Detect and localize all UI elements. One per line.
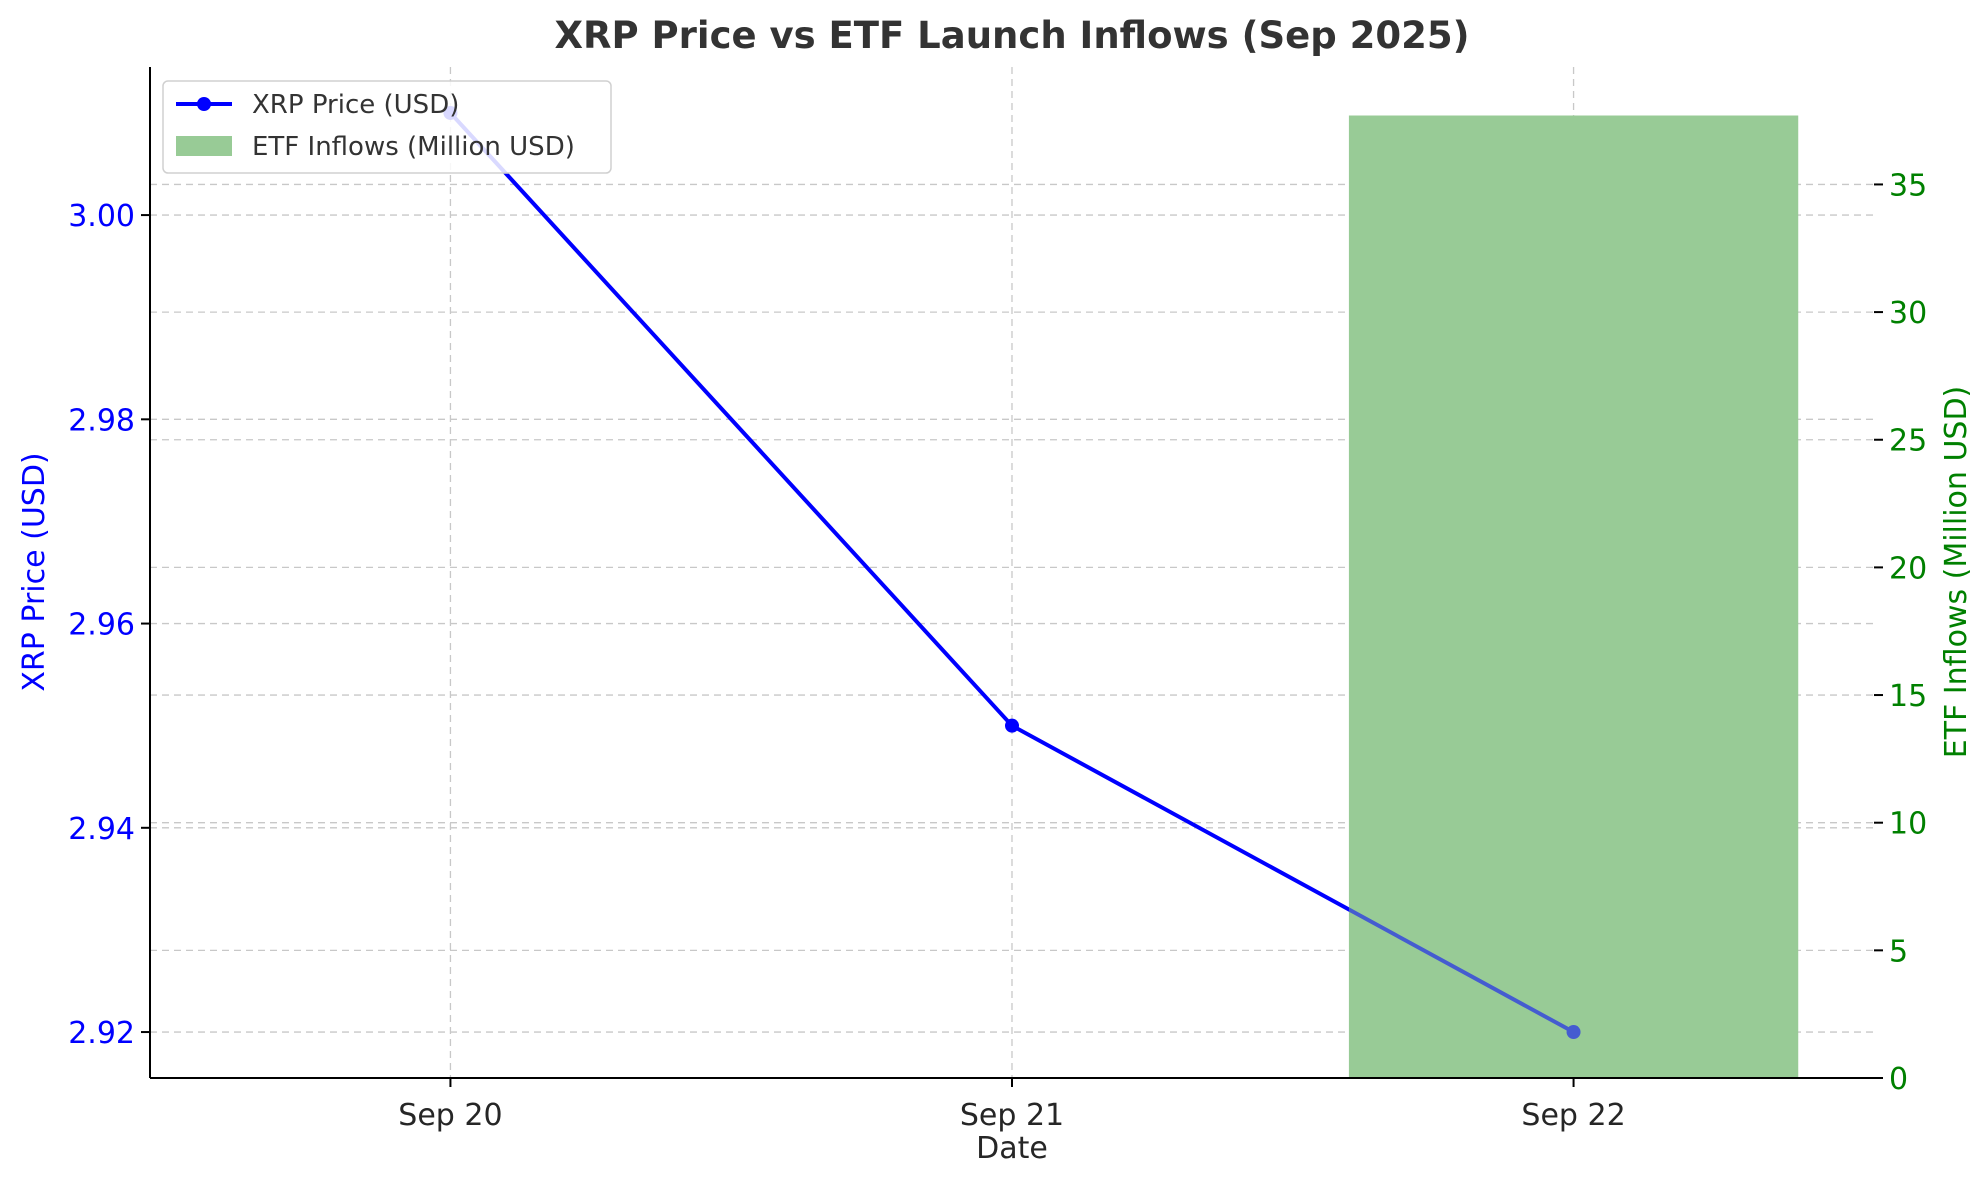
- left-y-ticks: 2.92 2.94 2.96 2.98 3.00: [68, 199, 150, 1051]
- right-y-ticks: 0 5 10 15 20 25 30 35: [1874, 168, 1927, 1097]
- inflow-bar-2: [1348, 115, 1799, 1079]
- legend: XRP Price (USD) ETF Inflows (Million USD…: [162, 80, 612, 174]
- right-tick-label-4: 20: [1889, 551, 1927, 586]
- x-tick-label-2: Sep 22: [1521, 1098, 1625, 1133]
- legend-line-marker: [197, 97, 211, 111]
- right-tick-label-5: 25: [1889, 424, 1927, 459]
- price-point-2: [1566, 1025, 1581, 1040]
- right-tick-label-0: 0: [1889, 1062, 1908, 1097]
- right-tick-label-7: 35: [1889, 168, 1927, 203]
- left-tick-label-1: 2.94: [68, 812, 135, 847]
- right-tick-label-2: 10: [1889, 807, 1927, 842]
- right-tick-label-1: 5: [1889, 934, 1908, 969]
- price-point-1: [1005, 718, 1019, 733]
- right-tick-label-6: 30: [1889, 296, 1927, 331]
- x-ticks: Sep 20 Sep 21 Sep 22: [398, 1078, 1626, 1133]
- inflow-bar-overlay-2: [1348, 115, 1799, 1079]
- legend-box: [162, 80, 612, 174]
- left-tick-label-2: 2.96: [68, 608, 135, 643]
- legend-bar-swatch: [176, 136, 232, 156]
- left-tick-label-3: 2.98: [68, 403, 135, 438]
- bars-layer: [1348, 115, 1799, 1079]
- legend-label-inflows: ETF Inflows (Million USD): [252, 132, 575, 162]
- left-tick-label-0: 2.92: [68, 1016, 135, 1051]
- right-y-axis-label: ETF Inflows (Million USD): [1939, 386, 1974, 759]
- left-tick-label-4: 3.00: [68, 199, 135, 234]
- left-y-axis-label: XRP Price (USD): [17, 452, 52, 691]
- chart-title: XRP Price vs ETF Launch Inflows (Sep 202…: [555, 14, 1470, 57]
- x-tick-label-1: Sep 21: [960, 1098, 1064, 1133]
- line-layer: [443, 105, 1799, 1079]
- legend-label-price: XRP Price (USD): [252, 90, 459, 120]
- x-tick-label-0: Sep 20: [398, 1098, 502, 1133]
- x-axis-label: Date: [976, 1131, 1048, 1166]
- right-tick-label-3: 15: [1889, 679, 1927, 714]
